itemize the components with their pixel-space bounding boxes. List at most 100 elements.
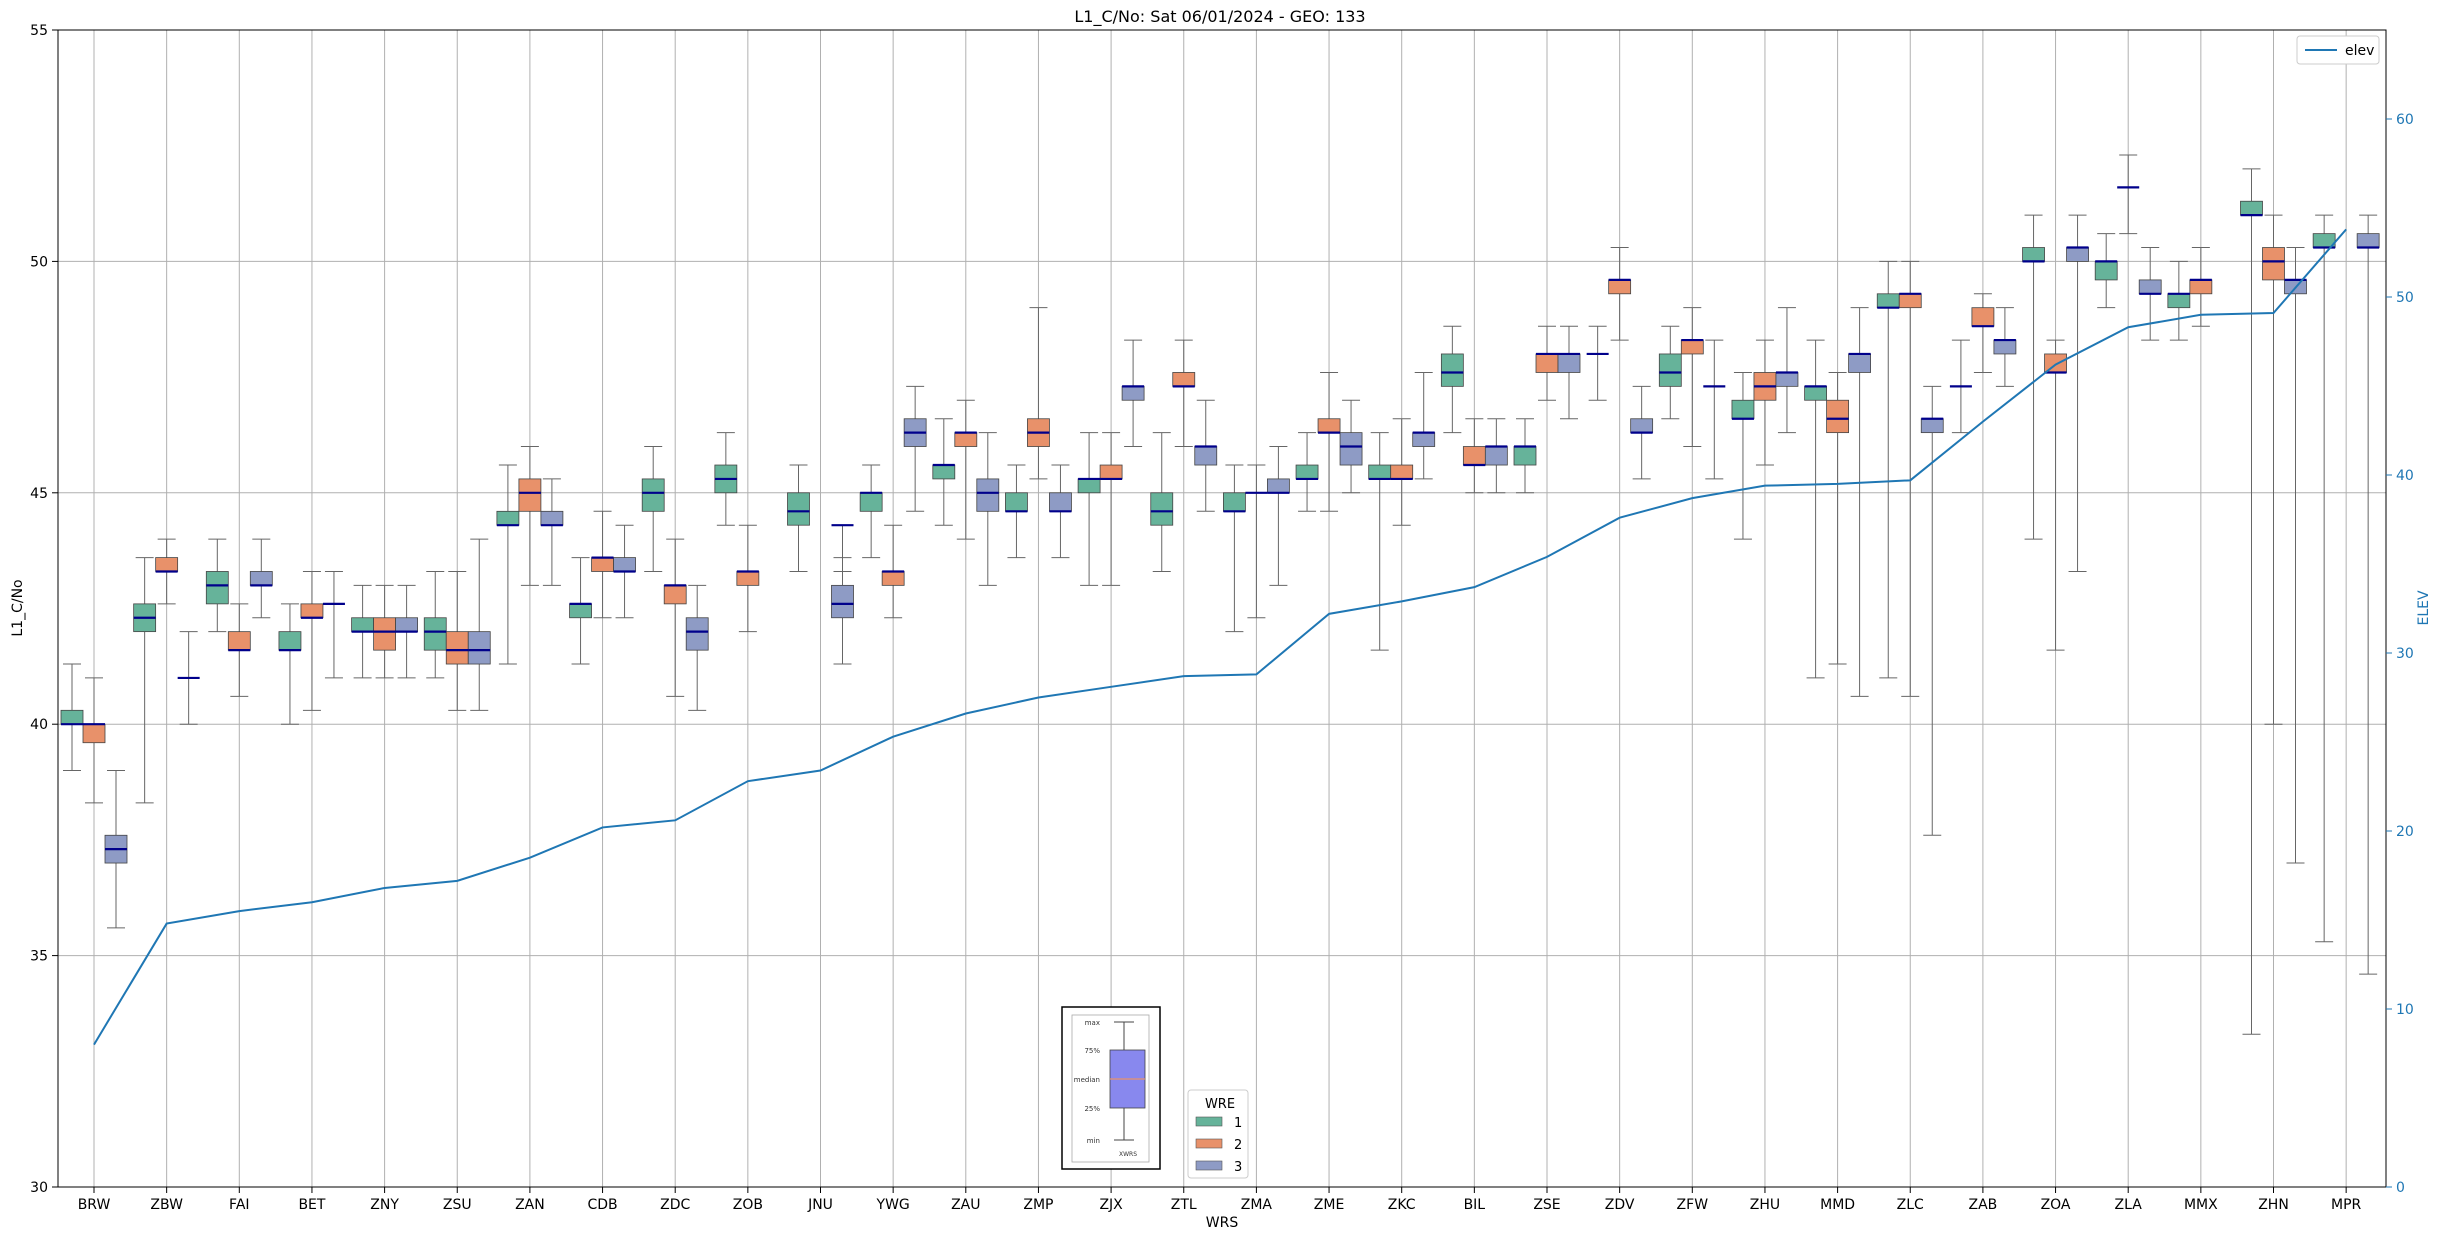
- box: [831, 584, 854, 619]
- box: [1049, 492, 1072, 512]
- whiskers: [63, 154, 2378, 1035]
- svg-text:25%: 25%: [1084, 1105, 1100, 1113]
- box: [663, 584, 687, 605]
- svg-text:median: median: [1074, 1076, 1100, 1084]
- wre-legend-title: WRE: [1205, 1097, 1235, 1112]
- x-tick-label: ZHU: [1750, 1197, 1780, 1213]
- box: [859, 492, 883, 512]
- box: [395, 617, 419, 633]
- wre-legend-swatch-3: [1195, 1160, 1223, 1171]
- box: [1898, 293, 1922, 309]
- y2-tick-label: 60: [2396, 112, 2414, 128]
- box: [467, 631, 491, 665]
- medians: [61, 186, 2380, 851]
- box: [445, 631, 469, 665]
- svg-text:max: max: [1085, 1019, 1100, 1027]
- box: [2262, 247, 2285, 281]
- box: [2240, 200, 2263, 216]
- box: [736, 571, 760, 586]
- x-axis-ticks: BRW ZBW FAI BET ZNY ZSU ZAN CDB ZDC ZOB JNU YWG ZAU Z…: [78, 1187, 2362, 1213]
- chart-title: L1_C/No: Sat 06/01/2024 - GEO: 133: [1074, 7, 1365, 27]
- wre-legend-label-2: 2: [1234, 1138, 1242, 1153]
- box: [1077, 478, 1101, 494]
- box: [613, 557, 636, 572]
- box: [1412, 432, 1436, 447]
- svg-text:XWRS: XWRS: [1119, 1151, 1137, 1158]
- x-tick-label: CDB: [587, 1197, 617, 1213]
- x-tick-label: ZAB: [1969, 1197, 1998, 1213]
- box: [932, 464, 956, 480]
- y2-tick-label: 40: [2396, 468, 2414, 484]
- box: [2356, 233, 2380, 248]
- box: [1731, 399, 1755, 420]
- box: [82, 723, 106, 744]
- x-tick-label: ZHN: [2258, 1197, 2289, 1213]
- box: [1267, 478, 1290, 494]
- x-tick-label: ZNY: [370, 1197, 399, 1213]
- box: [1848, 353, 1871, 373]
- box: [976, 478, 1000, 512]
- box: [1150, 492, 1174, 526]
- box: [1368, 464, 1392, 480]
- box: [1920, 418, 1944, 434]
- box: [1826, 399, 1849, 434]
- box: [1194, 446, 1218, 466]
- wre-legend-label-1: 1: [1234, 1116, 1242, 1131]
- box: [351, 617, 375, 633]
- x-tick-label: ZOA: [2041, 1197, 2071, 1213]
- box: [1876, 293, 1900, 309]
- wre-legend: WRE 1 2 3: [1187, 1089, 1249, 1179]
- box: [249, 571, 273, 586]
- y2-axis-ticks: 0 10 20 30 40 50 60: [2386, 112, 2414, 1196]
- x-tick-label: ZDC: [660, 1197, 690, 1213]
- y-tick-label: 30: [30, 1180, 48, 1196]
- box: [1804, 385, 1827, 401]
- y-axis-label: L1_C/No: [10, 579, 26, 636]
- y2-tick-label: 50: [2396, 290, 2414, 306]
- x-tick-label: ZAN: [515, 1197, 545, 1213]
- elev-legend-label: elev: [2345, 43, 2374, 59]
- y-tick-label: 45: [30, 486, 48, 502]
- box: [1339, 432, 1363, 466]
- box: [1005, 492, 1028, 512]
- box: [155, 557, 179, 572]
- x-tick-label: ZTL: [1171, 1197, 1197, 1213]
- box: [278, 631, 302, 651]
- y2-axis-label: ELEV: [2416, 590, 2432, 625]
- y-tick-label: 40: [30, 717, 48, 733]
- wre-legend-label-3: 3: [1234, 1160, 1242, 1175]
- x-tick-label: ZDV: [1605, 1197, 1635, 1213]
- box: [1557, 353, 1581, 373]
- svg-text:75%: 75%: [1084, 1047, 1100, 1055]
- x-tick-label: ZKC: [1388, 1197, 1416, 1213]
- box: [496, 510, 520, 526]
- box: [2138, 279, 2162, 295]
- box: [1484, 446, 1508, 466]
- box: [1440, 353, 1464, 387]
- box: [423, 617, 447, 651]
- x-tick-label: BRW: [78, 1197, 111, 1213]
- box: [1993, 339, 2017, 355]
- wre-legend-swatch-1: [1195, 1116, 1223, 1127]
- box: [2094, 260, 2118, 281]
- box: [1295, 464, 1319, 480]
- box: [1630, 418, 1654, 434]
- y-tick-label: 35: [30, 949, 48, 965]
- elev-line: [93, 228, 2347, 1046]
- box: [1535, 353, 1559, 373]
- x-tick-label: ZAU: [951, 1197, 980, 1213]
- box: [373, 617, 397, 651]
- y2-tick-label: 10: [2396, 1002, 2414, 1018]
- elev-line-group: [93, 228, 2347, 1046]
- x-tick-label: JNU: [807, 1197, 833, 1213]
- box: [787, 492, 810, 526]
- box: [227, 631, 251, 651]
- box-explanation-inset: max 75% median 25% min XWRS: [1061, 1006, 1161, 1170]
- y2-tick-label: 30: [2396, 646, 2414, 662]
- x-tick-label: ZLC: [1897, 1197, 1924, 1213]
- box: [1121, 385, 1145, 401]
- plot-frame: [57, 29, 2387, 1188]
- wre-legend-swatch-2: [1195, 1138, 1223, 1149]
- x-tick-label: FAI: [229, 1197, 249, 1213]
